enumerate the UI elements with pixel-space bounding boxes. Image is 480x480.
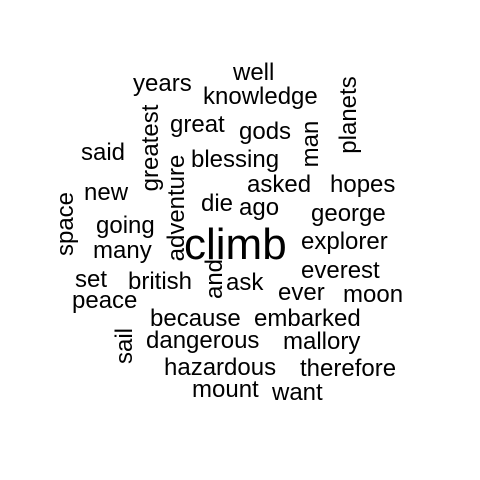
word-ever: ever xyxy=(278,279,325,306)
word-ago: ago xyxy=(239,194,280,221)
word-years: years xyxy=(133,70,192,97)
word-new: new xyxy=(84,179,129,206)
word-dangerous: dangerous xyxy=(146,327,260,354)
word-many: many xyxy=(93,237,152,264)
word-planets: planets xyxy=(335,76,362,154)
word-want: want xyxy=(272,379,323,406)
word-mount: mount xyxy=(192,376,259,403)
word-british: british xyxy=(128,268,193,295)
word-george: george xyxy=(311,200,386,227)
word-greatest: greatest xyxy=(137,104,164,192)
word-everest: everest xyxy=(301,257,380,284)
word-man: man xyxy=(297,120,324,168)
word-ask: ask xyxy=(226,269,264,296)
word-hazardous: hazardous xyxy=(164,354,277,381)
word-going: going xyxy=(96,212,155,239)
word-said: said xyxy=(81,139,126,166)
word-great: great xyxy=(170,111,225,138)
word-mallory: mallory xyxy=(283,328,361,355)
word-adventure: adventure xyxy=(163,154,190,262)
word-gods: gods xyxy=(239,118,292,145)
word-space: space xyxy=(52,191,79,257)
word-because: because xyxy=(150,305,241,332)
word-blessing: blessing xyxy=(191,146,280,173)
word-hopes: hopes xyxy=(330,171,396,198)
word-climb: climb xyxy=(184,220,287,269)
word-peace: peace xyxy=(72,287,138,314)
word-explorer: explorer xyxy=(301,228,388,255)
word-and: and xyxy=(201,258,228,300)
word-well: well xyxy=(233,59,275,86)
word-sail: sail xyxy=(111,327,138,365)
word-die: die xyxy=(201,190,234,217)
word-knowledge: knowledge xyxy=(203,83,318,110)
word-moon: moon xyxy=(343,281,404,308)
word-set: set xyxy=(75,266,108,293)
word-therefore: therefore xyxy=(300,355,397,382)
word-asked: asked xyxy=(247,171,312,198)
word-embarked: embarked xyxy=(254,305,361,332)
